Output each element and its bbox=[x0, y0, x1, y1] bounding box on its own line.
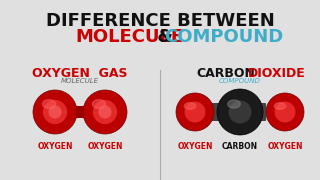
Ellipse shape bbox=[274, 103, 286, 109]
Text: CARBON: CARBON bbox=[222, 142, 258, 151]
Circle shape bbox=[185, 102, 205, 122]
Text: OXYGEN: OXYGEN bbox=[177, 142, 213, 151]
Text: COMPOUND: COMPOUND bbox=[164, 28, 283, 46]
FancyBboxPatch shape bbox=[204, 103, 220, 121]
Text: &: & bbox=[151, 28, 179, 46]
Circle shape bbox=[43, 100, 67, 124]
Text: OXYGEN: OXYGEN bbox=[267, 142, 303, 151]
Ellipse shape bbox=[92, 100, 106, 108]
Circle shape bbox=[266, 93, 304, 131]
Circle shape bbox=[275, 102, 295, 122]
Text: CARBON: CARBON bbox=[196, 67, 255, 80]
Text: DIFFERENCE BETWEEN: DIFFERENCE BETWEEN bbox=[46, 12, 274, 30]
Circle shape bbox=[48, 105, 61, 119]
Text: MOLECULE: MOLECULE bbox=[75, 28, 183, 46]
Text: MOLECULE: MOLECULE bbox=[61, 78, 99, 84]
Ellipse shape bbox=[228, 100, 240, 108]
Circle shape bbox=[228, 100, 252, 123]
Text: OXYGEN: OXYGEN bbox=[37, 142, 73, 151]
Text: OXYGEN  GAS: OXYGEN GAS bbox=[32, 67, 128, 80]
Ellipse shape bbox=[184, 103, 196, 109]
Text: COMPOUND: COMPOUND bbox=[219, 78, 261, 84]
Circle shape bbox=[83, 90, 127, 134]
FancyBboxPatch shape bbox=[252, 103, 266, 121]
Text: DIOXIDE: DIOXIDE bbox=[248, 67, 306, 80]
FancyBboxPatch shape bbox=[65, 106, 95, 118]
Circle shape bbox=[217, 89, 263, 135]
Circle shape bbox=[176, 93, 214, 131]
Ellipse shape bbox=[42, 100, 56, 108]
Text: OXYGEN: OXYGEN bbox=[87, 142, 123, 151]
Circle shape bbox=[93, 100, 117, 124]
Circle shape bbox=[99, 105, 112, 119]
Circle shape bbox=[33, 90, 77, 134]
